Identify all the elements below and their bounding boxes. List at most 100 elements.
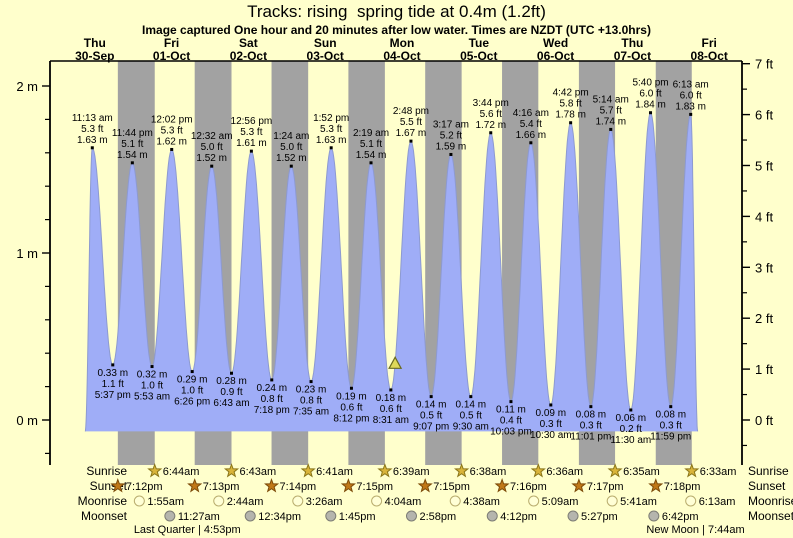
day-date-label: 01-Oct	[153, 49, 190, 63]
moonset-icon	[325, 510, 337, 522]
moonrise-icon	[528, 495, 540, 507]
high-tide-metres: 1.62 m	[156, 136, 187, 147]
day-weekday-label: Sun	[314, 36, 337, 50]
low-tide-feet: 0.5 ft	[460, 411, 482, 422]
sunrise-icon	[530, 463, 546, 478]
day-weekday-label: Thu	[621, 36, 643, 50]
low-tide-feet: 0.6 ft	[380, 404, 402, 415]
moonset-icon	[244, 510, 256, 522]
sunset-icon	[264, 478, 280, 493]
sunset-icon	[571, 478, 587, 493]
low-tide-feet: 0.8 ft	[261, 394, 283, 405]
day-date-label: 07-Oct	[614, 49, 651, 63]
high-tide-dot	[289, 164, 293, 168]
moonset-time: 11:27am	[178, 511, 220, 523]
sunrise-icon	[147, 463, 163, 478]
sunset-time: 7:12pm	[126, 481, 163, 493]
low-tide-feet: 0.5 ft	[420, 411, 442, 422]
low-tide-metres: 0.32 m	[137, 370, 168, 381]
high-tide-feet: 5.2 ft	[440, 130, 462, 141]
sunrise-time: 6:38am	[470, 466, 507, 478]
sunset-time: 7:15pm	[433, 481, 470, 493]
high-tide-feet: 5.1 ft	[121, 139, 143, 150]
sunset-time: 7:17pm	[587, 481, 624, 493]
chart-subtitle: Image captured One hour and 20 minutes a…	[142, 23, 651, 37]
high-tide-time: 11:44 pm	[112, 128, 153, 139]
high-tide-metres: 1.74 m	[595, 116, 626, 127]
low-tide-metres: 0.24 m	[256, 383, 287, 394]
high-tide-metres: 1.84 m	[635, 100, 666, 111]
low-tide-time: 11:59 pm	[650, 432, 691, 443]
high-tide-dot	[609, 127, 613, 131]
high-tide-metres: 1.63 m	[316, 135, 347, 146]
high-tide-time: 5:14 am	[593, 94, 629, 105]
moon-phase-label: Last Quarter | 4:53pm	[134, 524, 241, 536]
high-tide-feet: 5.3 ft	[81, 124, 103, 135]
high-tide-metres: 1.63 m	[77, 135, 108, 146]
high-tide-time: 2:19 am	[353, 128, 389, 139]
low-tide-metres: 0.11 m	[496, 405, 526, 416]
right-axis-tick-label: 5 ft	[755, 158, 773, 173]
moonset-time: 12:34pm	[258, 511, 301, 523]
sunset-time: 7:18pm	[664, 481, 701, 493]
high-tide-metres: 1.59 m	[436, 141, 467, 152]
sunrise-icon	[453, 463, 470, 478]
sunrise-row-label-right: Sunrise	[748, 464, 789, 478]
high-tide-dot	[649, 111, 653, 115]
high-tide-feet: 5.3 ft	[240, 127, 262, 138]
moonset-time: 4:12pm	[500, 511, 537, 523]
high-tide-time: 3:17 am	[433, 119, 469, 130]
sunrise-time: 6:43am	[239, 466, 276, 478]
low-tide-feet: 1.0 ft	[181, 386, 203, 397]
sunset-icon	[110, 478, 126, 493]
moonrise-time: 2:44am	[227, 496, 264, 508]
moonset-row-label-right: Moonset	[748, 509, 793, 523]
low-tide-time: 10:30 am	[530, 430, 572, 441]
low-tide-feet: 0.3 ft	[660, 421, 682, 432]
low-tide-dot	[549, 403, 553, 407]
high-tide-time: 3:44 pm	[473, 98, 509, 109]
high-tide-metres: 1.54 m	[117, 150, 148, 161]
high-tide-dot	[210, 164, 214, 168]
sunrise-icon	[223, 463, 240, 478]
high-tide-feet: 5.7 ft	[600, 105, 622, 116]
low-tide-feet: 0.2 ft	[620, 424, 642, 435]
day-weekday-label: Sat	[239, 36, 258, 50]
sunrise-icon	[300, 463, 316, 478]
high-tide-feet: 6.0 ft	[639, 89, 661, 100]
day-date-label: 08-Oct	[691, 49, 728, 63]
high-tide-feet: 5.1 ft	[360, 139, 382, 150]
left-axis-tick-label: 2 m	[16, 79, 38, 94]
low-tide-metres: 0.08 m	[655, 410, 686, 421]
low-tide-time: 8:12 pm	[333, 413, 369, 424]
day-date-label: 05-Oct	[460, 49, 497, 63]
low-tide-dot	[309, 380, 313, 384]
high-tide-time: 5:40 pm	[632, 78, 668, 89]
moonset-row-label-left: Moonset	[81, 509, 128, 523]
high-tide-metres: 1.72 m	[475, 120, 506, 131]
sunrise-time: 6:33am	[700, 466, 737, 478]
moonrise-icon	[449, 495, 461, 507]
right-axis-tick-label: 3 ft	[755, 260, 773, 275]
low-tide-dot	[589, 405, 593, 409]
moonrise-icon	[606, 495, 618, 507]
low-tide-dot	[469, 395, 473, 399]
low-tide-metres: 0.14 m	[456, 400, 487, 411]
moonset-icon	[648, 510, 660, 522]
day-date-label: 04-Oct	[383, 49, 420, 63]
low-tide-metres: 0.29 m	[177, 375, 208, 386]
high-tide-time: 12:56 pm	[231, 116, 273, 127]
high-tide-feet: 5.3 ft	[320, 124, 342, 135]
day-weekday-label: Tue	[469, 36, 490, 50]
high-tide-time: 4:16 am	[513, 108, 549, 119]
high-tide-dot	[489, 131, 493, 135]
day-weekday-label: Fri	[164, 36, 179, 50]
high-tide-metres: 1.61 m	[236, 138, 267, 149]
day-date-label: 03-Oct	[307, 49, 344, 63]
high-tide-metres: 1.52 m	[276, 153, 307, 164]
moonrise-icon	[133, 495, 145, 507]
low-tide-time: 7:35 am	[293, 407, 329, 418]
low-tide-feet: 0.6 ft	[340, 402, 362, 413]
moonset-icon	[405, 510, 417, 522]
high-tide-feet: 6.0 ft	[680, 90, 702, 101]
